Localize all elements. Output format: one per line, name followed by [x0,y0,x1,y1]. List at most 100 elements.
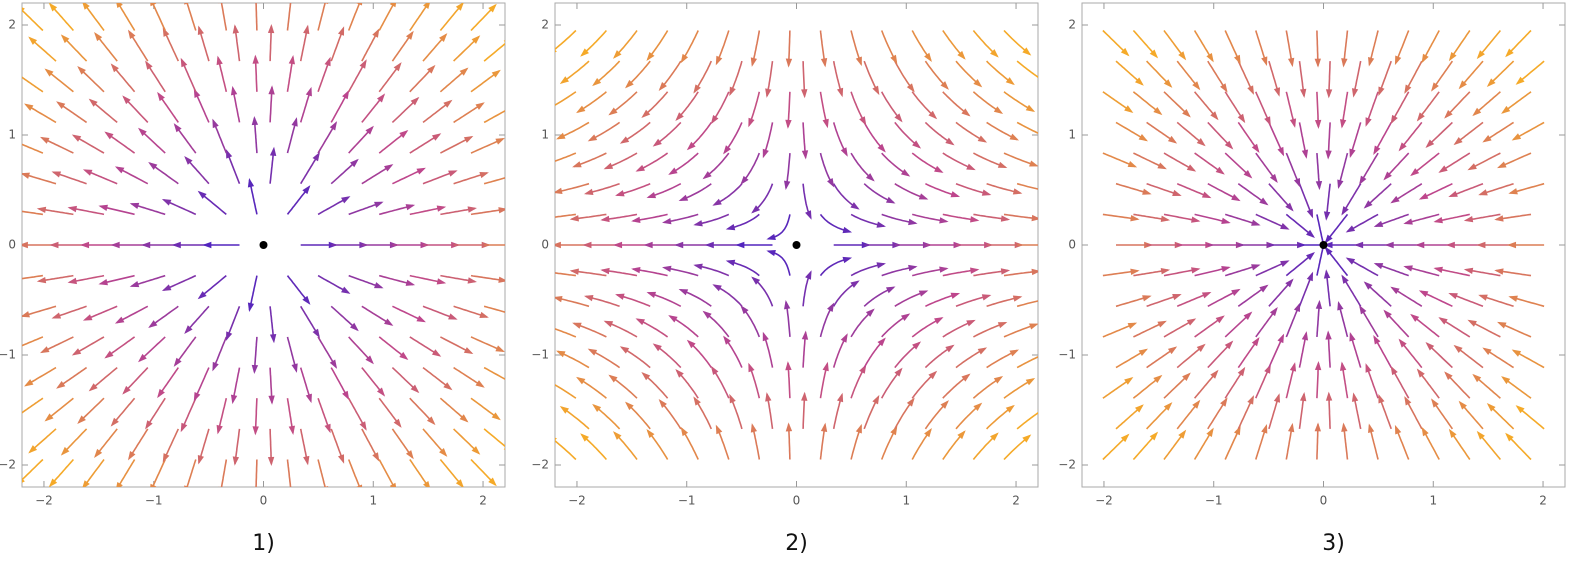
arrowhead [725,224,736,231]
arrowhead [950,191,961,198]
arrowhead [148,320,158,328]
arrowhead [766,249,776,257]
arrowhead [801,330,809,340]
arrowhead [1251,337,1260,347]
arrowhead [1497,161,1507,169]
arrowhead [1354,241,1364,249]
x-tick-label: −2 [35,494,53,508]
arrowhead [1261,424,1268,434]
arrowhead [1325,89,1333,99]
y-tick-label: −2 [1058,458,1076,472]
arrowhead [1220,397,1228,407]
arrowhead [349,322,359,332]
arrowhead [410,384,420,394]
arrowhead [197,454,204,465]
arrowhead [60,34,70,44]
arrowhead [1508,295,1518,302]
y-tick-label: −1 [0,348,16,362]
arrowhead [1448,292,1458,300]
arrowhead [1182,372,1191,382]
arrowhead [305,393,312,404]
arrowhead [28,445,38,454]
arrowhead [230,85,238,96]
arrowhead [122,95,131,105]
arrowhead [805,210,812,220]
arrowhead [1287,57,1295,68]
arrowhead [1390,114,1398,125]
arrowhead [1373,220,1384,227]
arrowhead [1259,284,1269,293]
arrowhead [82,3,90,10]
arrowhead [491,412,501,421]
streamline [317,3,326,31]
arrowhead [372,28,380,38]
arrowhead [1365,117,1372,127]
arrowhead [459,414,469,423]
streamline [483,305,505,313]
arrowhead [12,412,21,420]
arrowhead [329,359,338,369]
arrowhead [993,106,1004,115]
arrowhead [1416,112,1425,122]
arrowhead [82,169,93,176]
arrowhead [765,88,772,98]
x-tick-label: 1 [369,494,377,508]
arrowhead [180,422,188,433]
arrowhead [608,107,618,116]
arrowhead [376,93,386,103]
arrowhead [1130,268,1140,275]
arrowhead [1025,378,1036,386]
arrowhead [312,328,320,339]
arrowhead [1259,197,1269,206]
arrowhead [662,265,672,272]
arrowhead [253,488,259,497]
arrowhead [555,49,557,53]
arrowhead [1433,266,1443,274]
arrowhead [1138,348,1149,357]
arrowhead [576,105,586,114]
arrowhead [939,266,949,273]
arrowhead [1325,391,1333,401]
arrowhead [990,432,999,441]
arrowhead [842,256,853,264]
y-tick-label: 0 [1068,238,1076,252]
arrowhead [423,480,430,487]
panel-label: 2) [785,531,808,556]
arrowhead [443,382,453,391]
streamline [255,459,258,487]
arrowhead [341,286,351,294]
arrowhead [1261,56,1268,66]
arrowhead [1394,55,1402,66]
equilibrium-point [259,241,268,249]
arrowhead [1515,405,1525,414]
arrowhead [569,215,579,222]
arrowhead [302,185,311,195]
arrowhead [36,276,47,284]
arrowhead [67,205,77,213]
arrowhead [1445,241,1455,249]
arrowhead [539,269,548,275]
arrowhead [324,423,331,434]
arrowhead [1264,116,1271,126]
arrowhead [184,485,190,487]
arrowhead [1120,433,1130,443]
arrowhead [712,284,722,292]
arrowhead [416,167,426,175]
arrowhead [908,264,918,272]
arrowhead [539,215,548,221]
arrowhead [840,147,848,157]
arrowhead [1149,49,1159,59]
arrowhead [740,305,749,315]
arrowhead [157,91,165,102]
streamline [1016,300,1038,308]
arrowhead [1157,320,1167,328]
arrowhead [1438,317,1448,325]
arrowhead [1280,260,1290,267]
arrowhead [1196,343,1206,352]
arrowhead [635,164,645,172]
arrowhead [1345,225,1356,233]
arrowhead [805,270,812,280]
arrowhead [247,177,255,188]
arrowhead [267,23,275,34]
arrowhead [1134,404,1144,413]
